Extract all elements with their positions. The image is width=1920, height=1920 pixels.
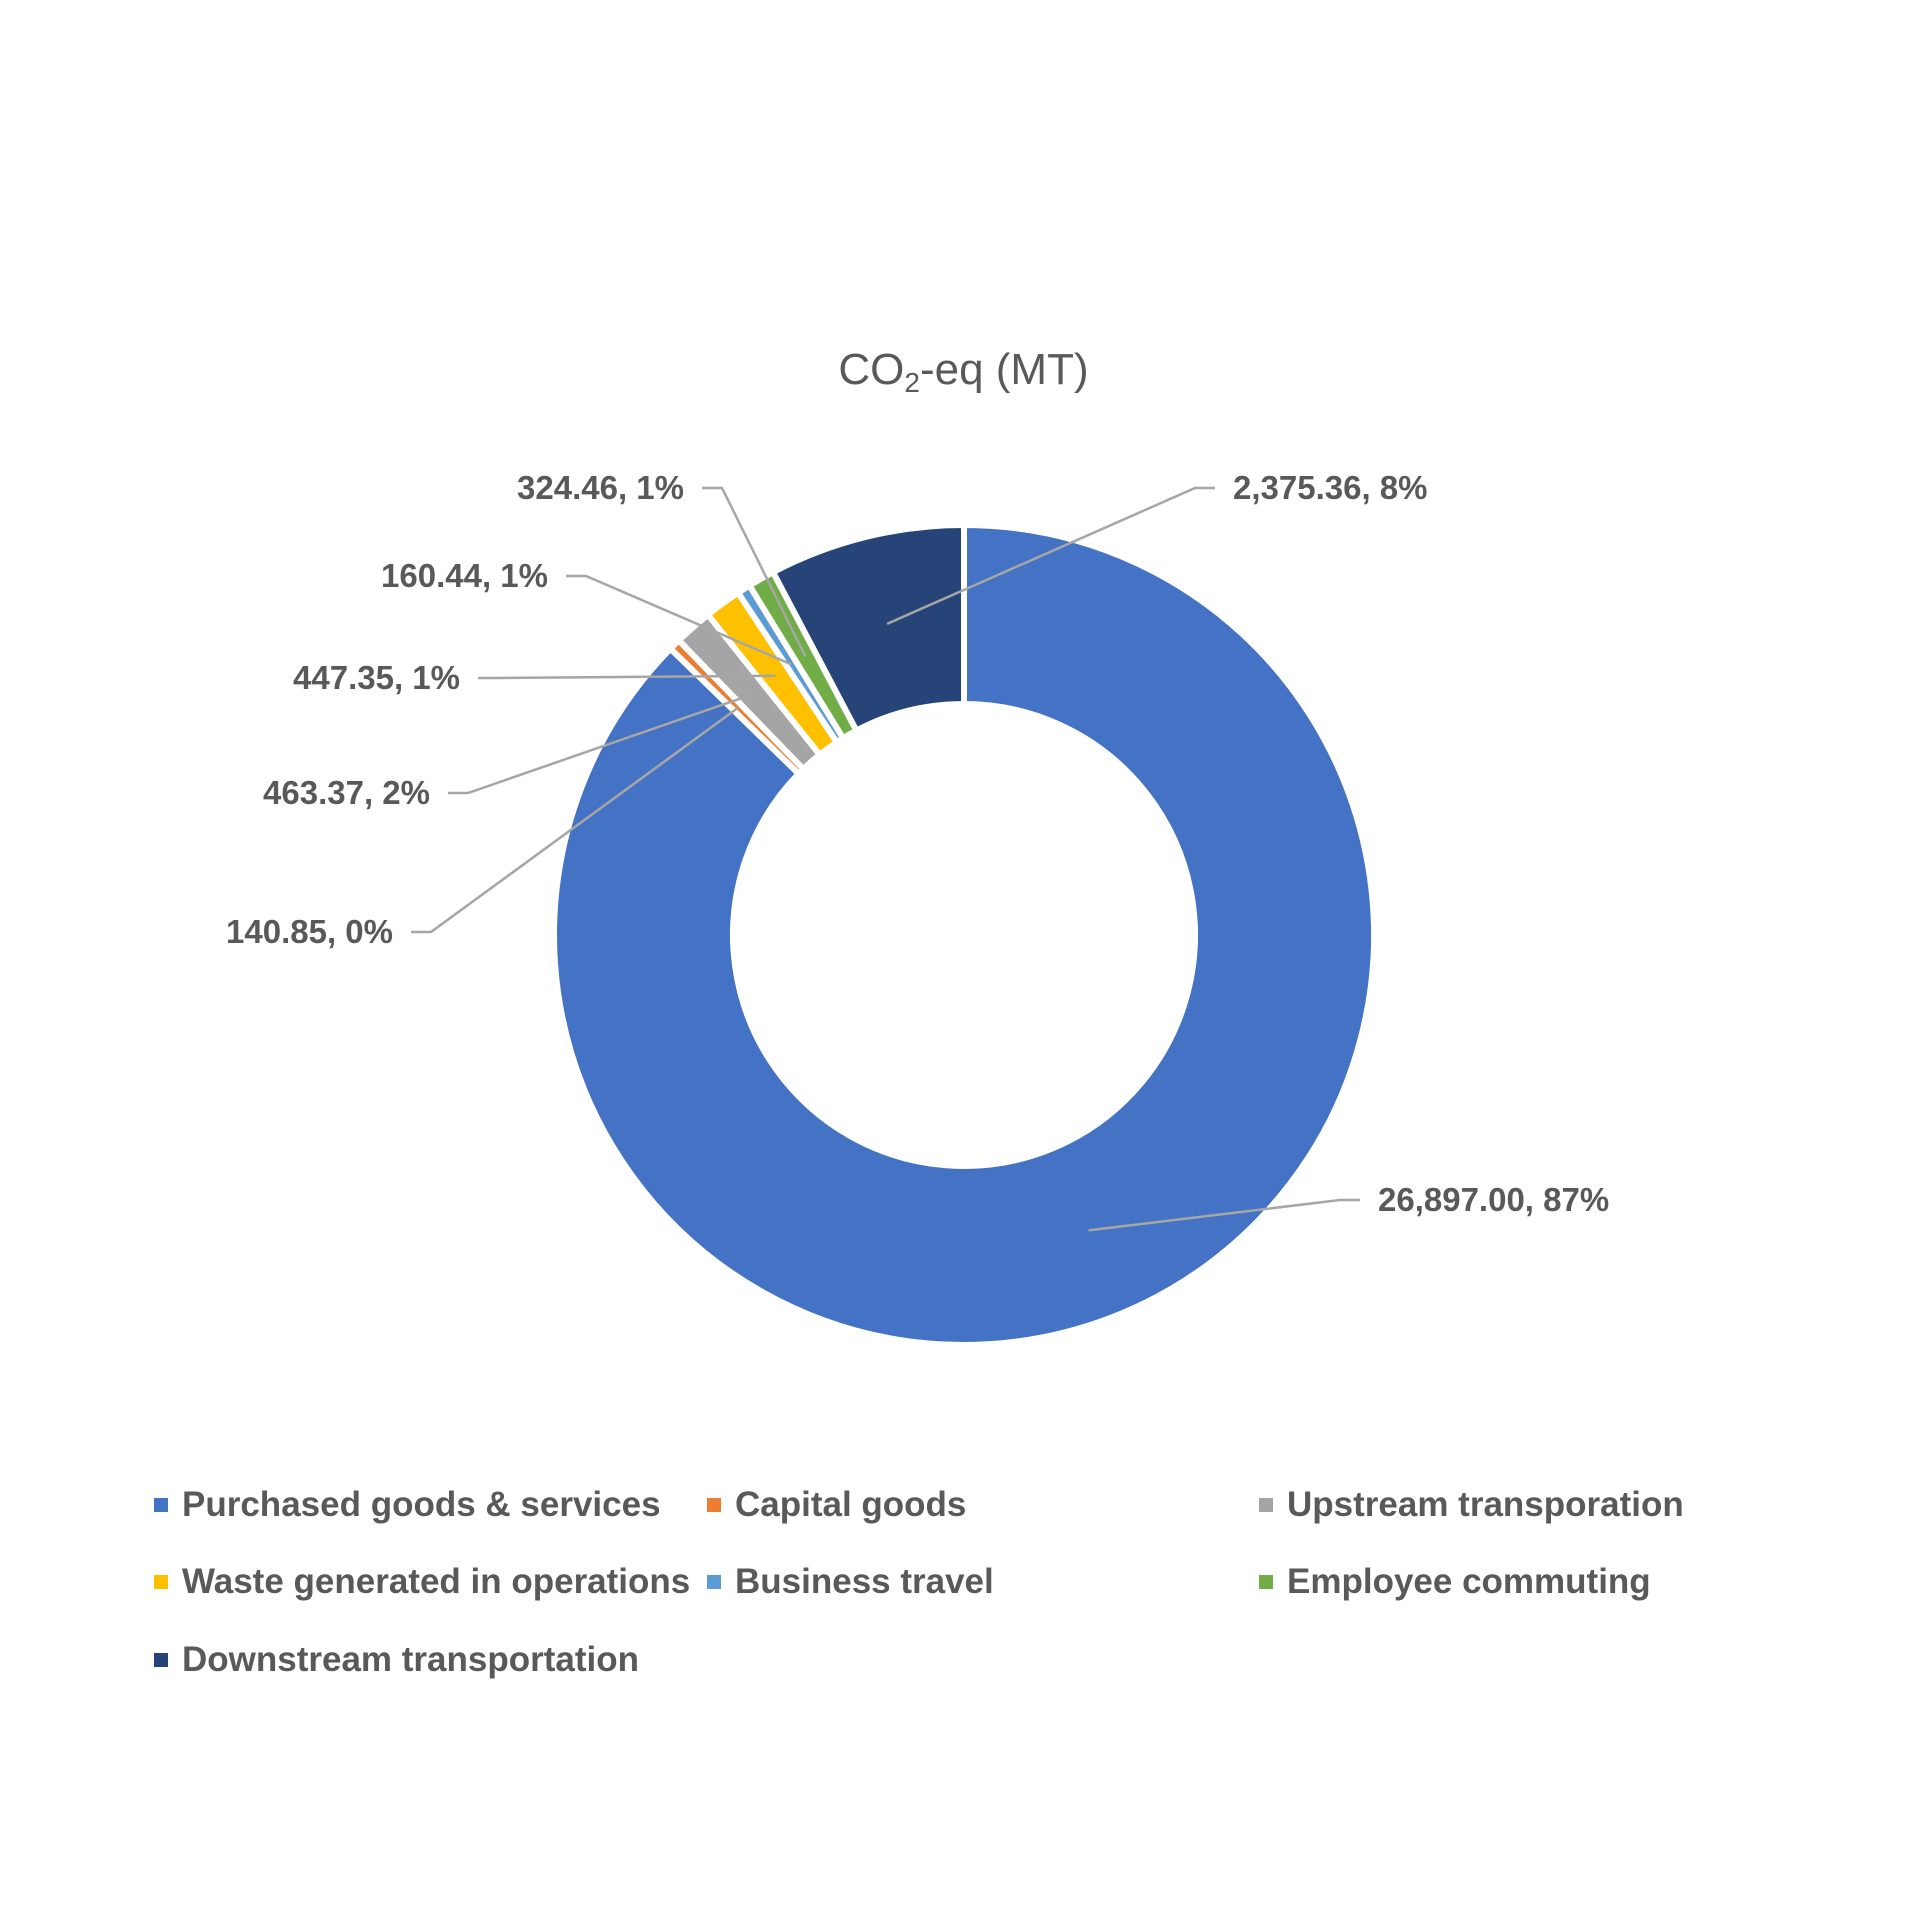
legend-marker-icon — [154, 1653, 168, 1667]
legend-marker-icon — [707, 1498, 721, 1512]
leader-line — [478, 674, 776, 680]
slice-purchased-goods-services[interactable] — [551, 521, 1377, 1348]
data-label-downstream-transportation: 2,375.36, 8% — [1233, 469, 1428, 506]
leader-line — [702, 486, 807, 658]
data-label-upstream-transportation: 463.37, 2% — [263, 774, 430, 811]
legend-item-capital-goods[interactable]: Capital goods — [707, 1483, 966, 1527]
legend-item-purchased-goods[interactable]: Purchased goods & services — [154, 1483, 661, 1527]
leader-line — [566, 574, 793, 666]
legend-item-downstream-transportation[interactable]: Downstream transportation — [154, 1638, 639, 1682]
legend-marker-icon — [1259, 1575, 1273, 1589]
slice-downstream-transportation[interactable] — [769, 521, 967, 735]
leader-line — [411, 706, 739, 934]
data-label-capital-goods: 140.85, 0% — [226, 913, 393, 950]
data-label-employee-commuting: 324.46, 1% — [517, 469, 684, 506]
legend-item-upstream-transportation[interactable]: Upstream transporation — [1259, 1483, 1684, 1527]
legend-marker-icon — [707, 1575, 721, 1589]
data-label-purchased-goods: 26,897.00, 87% — [1378, 1181, 1610, 1218]
donut-slices — [551, 521, 1377, 1348]
leader-line — [886, 486, 1215, 625]
legend-marker-icon — [1259, 1498, 1273, 1512]
legend-item-business-travel[interactable]: Business travel — [707, 1560, 994, 1604]
chart-title: CO2-eq (MT) — [838, 345, 1089, 398]
leader-lines — [411, 486, 1360, 1232]
data-label-business-travel: 160.44, 1% — [381, 557, 548, 594]
data-label-waste-generated: 447.35, 1% — [293, 659, 460, 696]
leader-line — [448, 693, 753, 795]
leader-line — [1088, 1198, 1360, 1232]
legend-marker-icon — [154, 1498, 168, 1512]
legend-item-employee-commuting[interactable]: Employee commuting — [1259, 1560, 1651, 1604]
legend-item-waste-generated[interactable]: Waste generated in operations — [154, 1560, 690, 1604]
legend-marker-icon — [154, 1575, 168, 1589]
